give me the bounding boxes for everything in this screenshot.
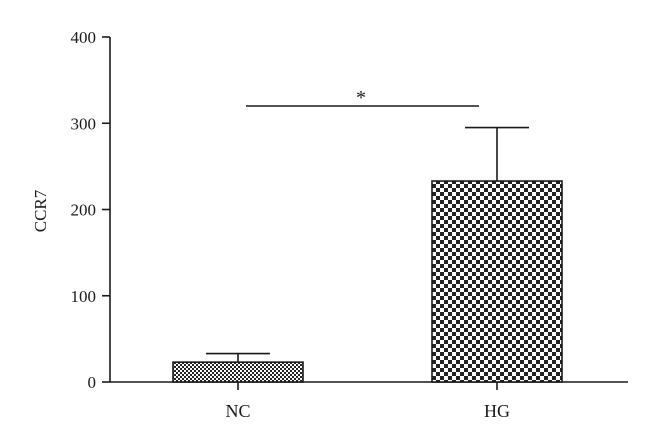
category-labels: NC HG	[225, 401, 510, 421]
bars	[172, 180, 563, 383]
significance-star: *	[356, 87, 366, 109]
bar-HG	[431, 180, 563, 383]
y-tick-label-0: 0	[88, 373, 97, 392]
y-tick-label-100: 100	[71, 287, 97, 306]
bar-NC	[172, 361, 304, 383]
y-axis: 0 100 200 300 400	[71, 28, 111, 392]
category-label-NC: NC	[225, 401, 250, 421]
y-axis-label: CCR7	[31, 189, 50, 232]
category-label-HG: HG	[484, 401, 510, 421]
y-tick-label-200: 200	[71, 201, 97, 220]
error-bars	[206, 126, 529, 363]
x-axis	[110, 381, 628, 390]
y-tick-label-400: 400	[71, 28, 97, 47]
y-tick-label-300: 300	[71, 114, 97, 133]
significance-annotation: *	[246, 87, 479, 109]
